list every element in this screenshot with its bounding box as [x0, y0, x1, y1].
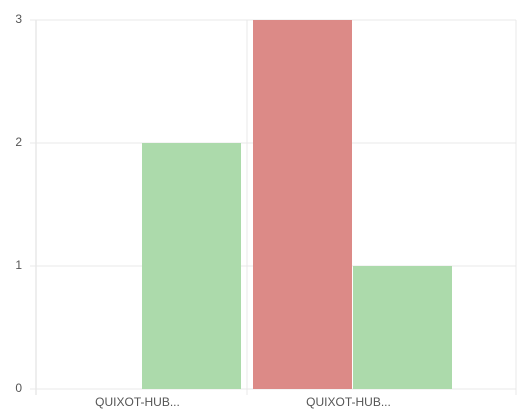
- bar: [253, 20, 352, 389]
- bar: [142, 143, 241, 389]
- bar: [353, 266, 452, 389]
- y-tick-label: 1: [15, 258, 22, 272]
- y-tick-label: 2: [15, 135, 22, 149]
- x-tick-label: QUIXOT-HUB...: [306, 395, 391, 409]
- x-tick-label: QUIXOT-HUB...: [95, 395, 180, 409]
- y-tick-label: 0: [15, 381, 22, 395]
- y-tick-label: 3: [15, 12, 22, 26]
